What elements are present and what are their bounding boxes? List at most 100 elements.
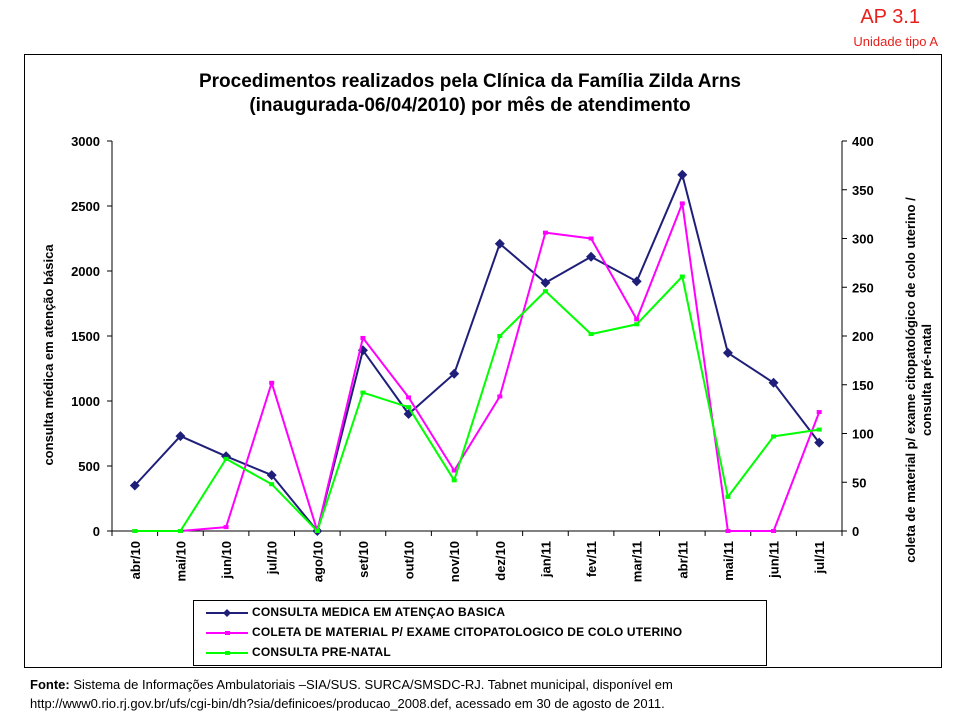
series-0-point: [586, 251, 597, 262]
y2-tick-label: 0: [852, 524, 859, 539]
legend-item-coleta: COLETA DE MATERIAL P/ EXAME CITOPATOLOGI…: [194, 624, 766, 642]
source-label: Fonte:: [30, 677, 70, 692]
y-tick-label: 2000: [71, 264, 100, 279]
y-tick-label: 1000: [71, 394, 100, 409]
y-tick-label: 0: [93, 524, 100, 539]
series-2-point: [497, 334, 503, 338]
y2-tick-label: 250: [852, 280, 874, 295]
source-note: Fonte: Sistema de Informações Ambulatori…: [30, 675, 673, 713]
series-1-point: [771, 529, 777, 533]
y-tick-label: 3000: [71, 134, 100, 149]
x-tick-label: abr/10: [128, 541, 143, 579]
series-2-point: [771, 434, 777, 439]
legend-item-pre-natal: CONSULTA PRE-NATAL: [194, 644, 766, 662]
axes: 0 500 1000 1500 2000 2500 3000 0 50 100 150 200 250 3…: [71, 134, 874, 582]
legend-label-pre-natal: CONSULTA PRE-NATAL: [252, 645, 391, 659]
series-1-point: [634, 317, 640, 322]
x-tick-label: fev/11: [584, 541, 599, 577]
series-0-point: [129, 480, 140, 491]
series-0-point: [540, 277, 551, 288]
y2-tick-label: 50: [852, 475, 866, 490]
series-1-point: [679, 201, 685, 206]
series-0-point: [722, 347, 733, 358]
legend-label-consulta-medica: CONSULTA MEDICA EM ATENÇAO BASICA: [252, 605, 506, 619]
series-1-point: [406, 395, 412, 400]
series-2-point: [360, 390, 366, 395]
series-2-point: [816, 427, 822, 432]
x-tick-label: mai/10: [173, 541, 188, 581]
source-text-line2: http://www0.rio.rj.gov.br/ufs/cgi-bin/dh…: [30, 696, 665, 711]
legend-swatch-coleta: [206, 631, 248, 635]
series-0-point: [677, 169, 688, 180]
series-1-point: [588, 236, 594, 241]
x-tick-label: jan/11: [538, 541, 553, 578]
x-tick-label: set/10: [356, 541, 371, 578]
legend-swatch-consulta-medica: [206, 609, 248, 617]
series-2: [132, 274, 822, 533]
x-tick-label: ago/10: [310, 541, 325, 582]
y2-axis-label-line2: consulta pré-natal: [919, 324, 934, 436]
y2-tick-label: 200: [852, 329, 874, 344]
series-0-point: [494, 238, 505, 249]
x-tick-label: jul/11: [812, 541, 827, 575]
y-tick-label: 1500: [71, 329, 100, 344]
series-2-point: [588, 332, 594, 337]
series-2-point: [269, 482, 275, 487]
source-line1: Fonte: Sistema de Informações Ambulatori…: [30, 675, 673, 694]
series-2-point: [177, 529, 183, 533]
series-1-point: [816, 410, 822, 415]
series-2-point: [132, 529, 138, 533]
series-2-point: [634, 322, 640, 327]
x-tick-label: jun/11: [767, 541, 782, 579]
x-tick-label: dez/10: [493, 541, 508, 581]
y2-tick-label: 150: [852, 378, 874, 393]
series-2-point: [223, 456, 229, 461]
series-1-point: [269, 380, 275, 385]
x-tick-label: nov/10: [447, 541, 462, 582]
y-tick-label: 500: [78, 459, 100, 474]
y2-tick-label: 100: [852, 427, 874, 442]
x-tick-label: jul/10: [265, 541, 280, 575]
series-2-point: [406, 405, 412, 410]
series-2-point: [542, 289, 548, 294]
series-1-point: [725, 529, 731, 533]
series-1-point: [451, 468, 457, 473]
series-0-point: [814, 437, 825, 448]
legend: CONSULTA MEDICA EM ATENÇAO BASICA COLETA…: [193, 600, 767, 666]
series-2-point: [725, 494, 731, 499]
y-axis-label: consulta médica em atenção básica: [41, 244, 56, 466]
x-tick-label: abr/11: [675, 541, 690, 579]
x-tick-label: mar/11: [630, 541, 645, 582]
unit-label: Unidade tipo A: [853, 34, 938, 49]
source-text-line1: Sistema de Informações Ambulatoriais –SI…: [69, 677, 673, 692]
legend-swatch-pre-natal: [206, 651, 248, 655]
series-1: [132, 201, 822, 533]
series-0-point: [266, 470, 277, 481]
x-tick-label: jun/10: [219, 541, 234, 580]
series-2-point: [314, 529, 320, 533]
y2-tick-label: 300: [852, 232, 874, 247]
chart-title-line1: Procedimentos realizados pela Clínica da…: [198, 71, 742, 92]
series-lines: [129, 169, 825, 536]
series-line-2: [134, 275, 820, 532]
series-1-point: [542, 230, 548, 235]
x-tick-label: mai/11: [721, 541, 736, 581]
chart-frame: [24, 54, 942, 668]
y2-tick-label: 350: [852, 183, 874, 198]
y2-axis-label-line1: coleta de material p/ exame citopatológi…: [903, 197, 918, 563]
series-0-point: [175, 431, 186, 442]
chart-title-line2: (inaugurada-06/04/2010) por mês de atend…: [249, 95, 691, 116]
y2-tick-label: 400: [852, 134, 874, 149]
x-tick-label: out/10: [402, 541, 417, 579]
series-1-point: [360, 335, 366, 340]
chart-title: Procedimentos realizados pela Clínica da…: [60, 70, 880, 118]
series-2-point: [679, 274, 685, 279]
series-1-point: [497, 394, 503, 399]
series-1-point: [223, 525, 229, 530]
ap-label: AP 3.1: [860, 6, 920, 28]
legend-label-coleta: COLETA DE MATERIAL P/ EXAME CITOPATOLOGI…: [252, 625, 683, 639]
series-0-point: [631, 276, 642, 287]
y-tick-label: 2500: [71, 199, 100, 214]
series-0-point: [449, 368, 460, 379]
